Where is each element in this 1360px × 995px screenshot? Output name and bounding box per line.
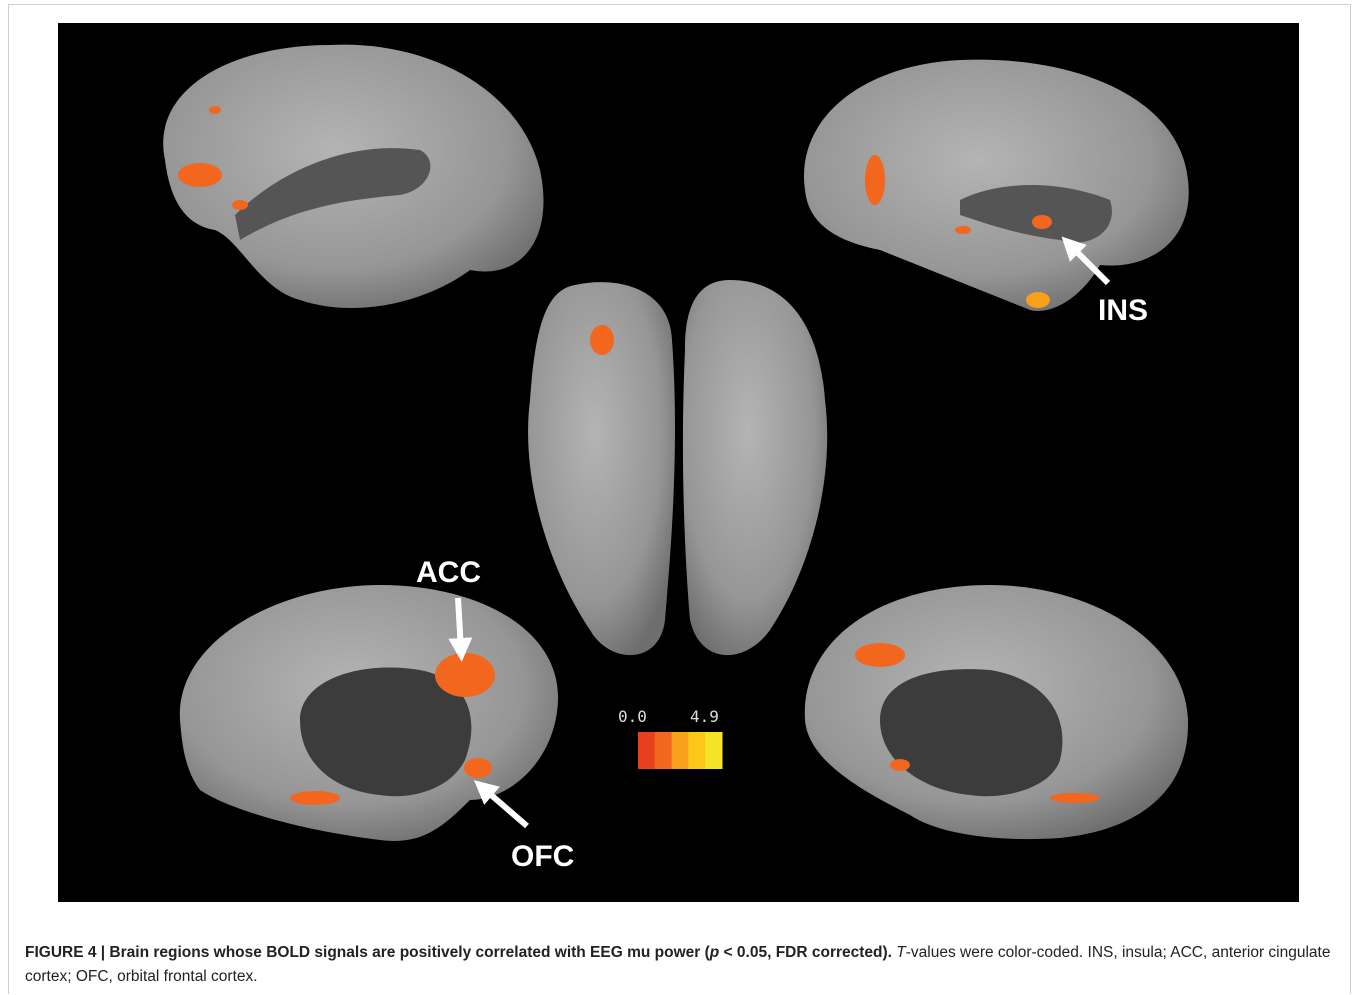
caption-segment: T [896, 944, 906, 961]
arrow-ofc [473, 780, 529, 829]
brain-panel: INS ACC OFC 0.0 4.9 [58, 23, 1299, 902]
label-ofc: OFC [511, 840, 574, 873]
colorbar-min-label: 0.0 [618, 707, 647, 726]
brain-lateral-left [163, 44, 544, 309]
colorbar-swatch [654, 732, 673, 769]
caption-segment: FIGURE 4 | Brain regions whose BOLD sign… [25, 944, 710, 961]
label-ins: INS [1098, 294, 1148, 327]
caption-segment: < 0.05, FDR corrected). [719, 944, 892, 961]
colorbar-swatch [638, 732, 656, 769]
arrow-ins [1061, 236, 1111, 286]
brain-medial-right [804, 585, 1189, 840]
colorbar-swatch [688, 732, 706, 769]
caption-segment: p [709, 944, 720, 961]
label-acc: ACC [416, 556, 481, 589]
colorbar-swatch [705, 732, 723, 769]
arrow-acc [448, 597, 473, 662]
colorbar [638, 732, 723, 769]
figure-frame [8, 4, 1351, 994]
brain-dorsal [528, 280, 828, 656]
caption: FIGURE 4 | Brain regions whose BOLD sign… [25, 941, 1335, 989]
colorbar-swatch [671, 732, 689, 769]
caption-segment: -values were color-coded. INS, insula; A… [25, 944, 1331, 985]
brain-lateral-right [803, 59, 1189, 311]
colorbar-max-label: 4.9 [690, 707, 719, 726]
